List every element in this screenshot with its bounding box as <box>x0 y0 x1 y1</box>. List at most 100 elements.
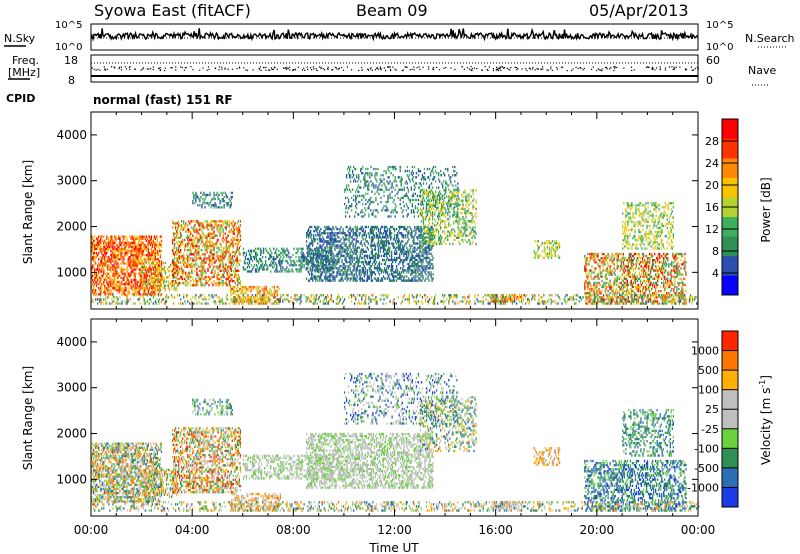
echo-cell <box>363 215 365 218</box>
echo-cell <box>213 273 215 277</box>
nave-dot <box>525 68 527 70</box>
echo-cell <box>393 229 396 233</box>
echo-cell <box>279 298 281 301</box>
echo-cell <box>349 256 351 260</box>
echo-cell <box>147 239 149 242</box>
echo-cell <box>231 242 233 246</box>
echo-cell <box>366 256 368 260</box>
echo-cell <box>230 285 232 289</box>
echo-cell <box>273 266 275 269</box>
echo-cell <box>337 256 339 260</box>
echo-cell <box>190 279 192 283</box>
echo-cell <box>199 236 201 239</box>
echo-cell <box>192 240 194 244</box>
echo-cell <box>300 262 302 265</box>
echo-cell <box>344 267 346 270</box>
echo-cell <box>346 238 348 241</box>
echo-cell <box>122 254 124 257</box>
echo-cell <box>378 262 381 266</box>
echo-cell <box>368 188 370 191</box>
nave-dot <box>227 68 229 70</box>
echo-cell <box>248 287 250 291</box>
echo-cell <box>351 209 353 212</box>
echo-cell <box>106 245 108 249</box>
nave-dot <box>529 68 532 70</box>
echo-cell <box>358 234 360 237</box>
echo-cell <box>238 251 241 254</box>
echo-cell <box>323 238 325 241</box>
echo-cell <box>344 211 347 214</box>
echo-cell <box>179 240 181 244</box>
echo-cell <box>287 262 289 265</box>
echo-cell <box>230 269 232 272</box>
echo-cell <box>429 267 431 270</box>
echo-cell <box>172 275 175 279</box>
echo-cell <box>217 271 219 275</box>
echo-cell <box>94 256 96 259</box>
echo-cell <box>257 247 260 250</box>
echo-cell <box>163 284 166 287</box>
echo-cell <box>256 259 259 263</box>
echo-cell <box>379 227 382 231</box>
echo-cell <box>249 285 251 289</box>
echo-cell <box>407 236 409 239</box>
echo-cell <box>194 240 196 244</box>
echo-cell <box>210 244 212 248</box>
echo-cell <box>423 265 425 268</box>
echo-cell <box>430 252 432 256</box>
echo-cell <box>368 267 371 270</box>
echo-cell <box>104 262 106 265</box>
echo-cell <box>141 263 143 267</box>
echo-cell <box>351 260 353 264</box>
echo-cell <box>409 248 411 251</box>
echo-cell <box>429 265 431 268</box>
echo-cell <box>175 261 178 264</box>
echo-cell <box>199 226 201 229</box>
echo-cell <box>220 263 222 266</box>
echo-cell <box>187 284 189 287</box>
echo-cell <box>175 232 178 235</box>
echo-cell <box>242 287 244 291</box>
echo-cell <box>321 232 323 235</box>
echo-cell <box>381 236 384 239</box>
echo-cell <box>425 248 427 251</box>
echo-cell <box>141 280 143 283</box>
echo-cell <box>157 272 160 275</box>
echo-cell <box>190 242 192 246</box>
echo-cell <box>201 265 203 268</box>
echo-cell <box>232 251 234 254</box>
echo-cell <box>230 289 232 293</box>
nave-dot <box>181 67 183 69</box>
echo-cell <box>121 256 123 259</box>
echo-cell <box>187 238 189 242</box>
echo-cell <box>127 274 129 277</box>
echo-cell <box>152 249 155 253</box>
nave-dot <box>312 66 314 68</box>
echo-cell <box>123 237 125 240</box>
echo-cell <box>108 243 110 247</box>
echo-cell <box>306 232 309 235</box>
echo-cell <box>403 254 405 258</box>
echo-cell <box>315 269 317 272</box>
echo-cell <box>197 273 199 277</box>
echo-cell <box>261 268 264 271</box>
nave-dot <box>236 68 238 70</box>
echo-cell <box>268 292 270 295</box>
echo-cell <box>96 251 98 255</box>
echo-cell <box>104 272 106 275</box>
echo-cell <box>328 279 330 282</box>
echo-cell <box>347 165 350 169</box>
echo-cell <box>117 276 119 280</box>
echo-cell <box>137 258 139 261</box>
echo-cell <box>370 238 373 241</box>
echo-cell <box>350 229 352 233</box>
echo-cell <box>191 242 193 246</box>
echo-cell <box>284 268 286 271</box>
echo-cell <box>133 266 135 269</box>
echo-cell <box>255 253 258 257</box>
echo-cell <box>121 245 123 249</box>
echo-cell <box>154 288 157 291</box>
echo-cell <box>378 244 381 247</box>
echo-cell <box>205 275 207 279</box>
echo-cell <box>228 261 230 264</box>
